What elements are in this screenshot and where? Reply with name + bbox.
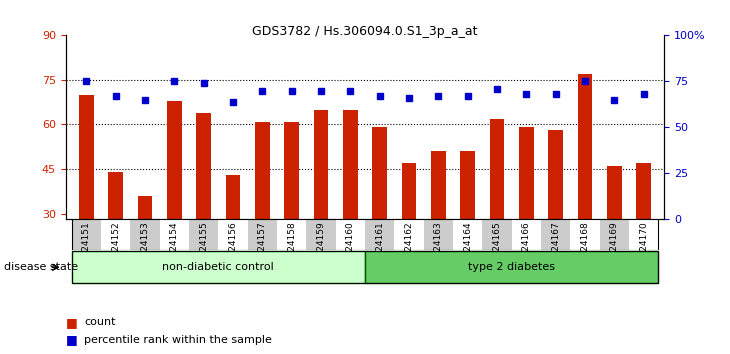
Bar [137,196,153,303]
Text: ■: ■ [66,333,77,346]
Text: GSM524169: GSM524169 [610,221,619,276]
Bar [79,95,93,303]
Text: GSM524153: GSM524153 [140,221,150,276]
Text: GSM524156: GSM524156 [228,221,237,276]
Bar [600,219,629,250]
Bar [365,251,658,283]
Bar [483,219,512,250]
Text: GDS3782 / Hs.306094.0.S1_3p_a_at: GDS3782 / Hs.306094.0.S1_3p_a_at [253,25,477,38]
Text: GSM524151: GSM524151 [82,221,91,276]
Bar [512,219,541,250]
Text: ■: ■ [66,316,77,329]
Bar [72,219,101,250]
Text: non-diabetic control: non-diabetic control [162,262,274,272]
Bar [365,219,394,250]
Bar [570,219,600,250]
Bar [629,219,658,250]
Text: disease state: disease state [4,262,78,272]
Text: GSM524170: GSM524170 [639,221,648,276]
Bar [307,219,336,250]
Bar [167,101,182,303]
Text: percentile rank within the sample: percentile rank within the sample [84,335,272,345]
Bar [336,219,365,250]
Text: GSM524162: GSM524162 [404,221,413,276]
Bar [343,110,358,303]
Text: GSM524167: GSM524167 [551,221,560,276]
Text: GSM524159: GSM524159 [317,221,326,276]
Text: GSM524161: GSM524161 [375,221,384,276]
Bar [490,119,504,303]
Bar [577,74,593,303]
Text: GSM524154: GSM524154 [170,221,179,276]
Text: GSM524165: GSM524165 [493,221,502,276]
Bar [423,219,453,250]
Bar [519,127,534,303]
Bar [461,151,475,303]
Bar [372,127,387,303]
Text: GSM524152: GSM524152 [111,221,120,276]
Bar [226,175,240,303]
Bar [607,166,622,303]
Text: GSM524163: GSM524163 [434,221,443,276]
Bar [431,151,446,303]
Text: GSM524164: GSM524164 [464,221,472,276]
Text: GSM524155: GSM524155 [199,221,208,276]
Bar [541,219,570,250]
Bar [453,219,483,250]
Text: type 2 diabetes: type 2 diabetes [468,262,556,272]
Text: GSM524158: GSM524158 [287,221,296,276]
Text: GSM524160: GSM524160 [346,221,355,276]
Bar [72,251,365,283]
Bar [548,130,563,303]
Text: GSM524168: GSM524168 [580,221,590,276]
Bar [130,219,160,250]
Bar [247,219,277,250]
Bar [101,219,130,250]
Bar [218,219,247,250]
Bar [277,219,307,250]
Bar [189,219,218,250]
Bar [108,172,123,303]
Text: GSM524166: GSM524166 [522,221,531,276]
Bar [255,121,269,303]
Bar [314,110,328,303]
Bar [284,121,299,303]
Bar [160,219,189,250]
Text: GSM524157: GSM524157 [258,221,266,276]
Text: count: count [84,317,115,327]
Bar [402,163,416,303]
Bar [394,219,423,250]
Bar [196,113,211,303]
Bar [637,163,651,303]
